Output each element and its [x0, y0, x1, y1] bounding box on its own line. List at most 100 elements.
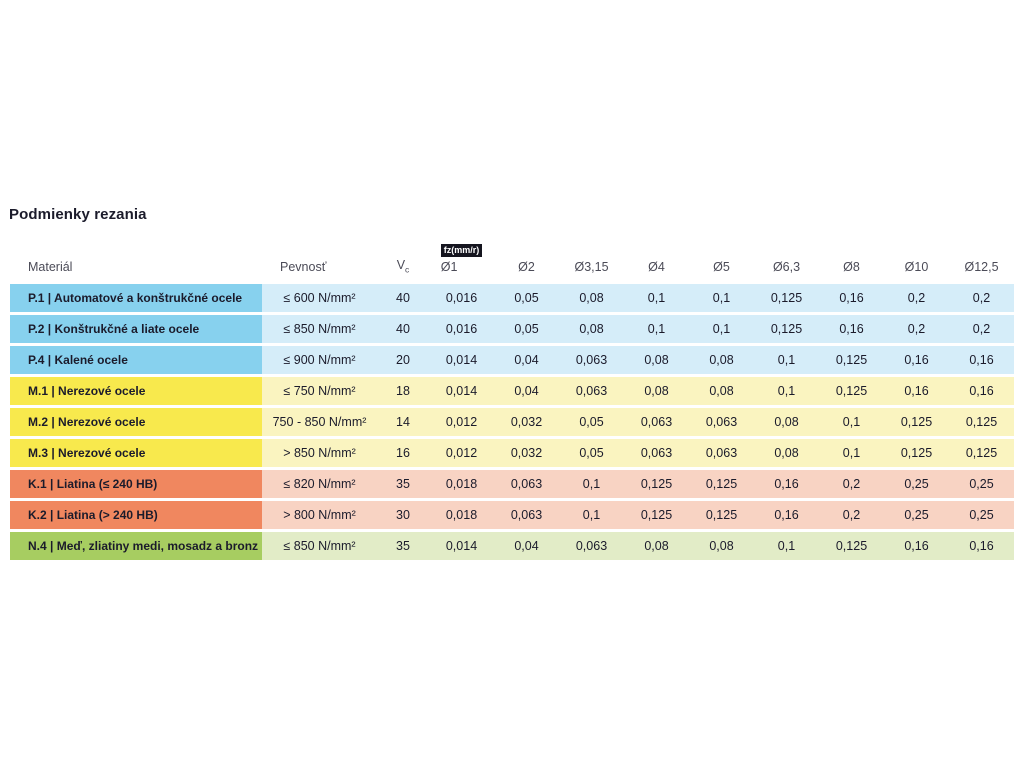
table-body: P.1 | Automatové a konštrukčné ocele ≤ 60… [10, 284, 1014, 560]
fz-cell-d2: 0,05 [494, 315, 559, 343]
material-cell: K.2 | Liatina (> 240 HB) [10, 501, 262, 529]
fz-cell-d3-15: 0,08 [559, 315, 624, 343]
material-cell: P.2 | Konštrukčné a liate ocele [10, 315, 262, 343]
header-diameter-3-15: Ø3,15 [574, 260, 609, 274]
fz-cell-d8: 0,2 [819, 501, 884, 529]
fz-cell-d4: 0,1 [624, 315, 689, 343]
vc-cell: 40 [377, 315, 429, 343]
strength-cell: ≤ 600 N/mm² [262, 284, 377, 312]
fz-cell-d12-5: 0,125 [949, 408, 1014, 436]
header-diameter-1: fz(mm/r) Ø1 [429, 234, 494, 281]
vc-cell: 35 [377, 532, 429, 560]
fz-cell-d2: 0,032 [494, 408, 559, 436]
fz-cell-d1: 0,014 [429, 532, 494, 560]
fz-cell-d8: 0,16 [819, 315, 884, 343]
fz-cell-d4: 0,1 [624, 284, 689, 312]
fz-cell-d8: 0,16 [819, 284, 884, 312]
header-diameter-2: Ø2 [518, 260, 535, 274]
strength-cell: ≤ 820 N/mm² [262, 470, 377, 498]
fz-cell-d3-15: 0,063 [559, 377, 624, 405]
header-material-label: Materiál [28, 260, 73, 274]
fz-cell-d2: 0,063 [494, 470, 559, 498]
cutting-conditions-table: Materiál Pevnosť Vc fz(mm/r) Ø1 Ø2 Ø3,15 Ø4 Ø… [10, 231, 1014, 563]
fz-cell-d6-3: 0,125 [754, 315, 819, 343]
header-diameter-10: Ø10 [904, 260, 929, 274]
fz-cell-d8: 0,1 [819, 408, 884, 436]
fz-cell-d6-3: 0,08 [754, 439, 819, 467]
header-diameter-label: Ø1 [440, 260, 458, 274]
vc-cell: 14 [377, 408, 429, 436]
fz-cell-d1: 0,014 [429, 346, 494, 374]
header-material: Materiál [10, 234, 262, 281]
fz-cell-d10: 0,25 [884, 470, 949, 498]
fz-cell-d2: 0,063 [494, 501, 559, 529]
fz-cell-d8: 0,125 [819, 532, 884, 560]
fz-cell-d3-15: 0,1 [559, 470, 624, 498]
header-diameter-8: Ø8 [843, 260, 860, 274]
fz-cell-d4: 0,08 [624, 346, 689, 374]
material-cell: M.3 | Nerezové ocele [10, 439, 262, 467]
fz-cell-d5: 0,063 [689, 408, 754, 436]
fz-cell-d4: 0,125 [624, 501, 689, 529]
vc-cell: 18 [377, 377, 429, 405]
strength-cell: ≤ 850 N/mm² [262, 532, 377, 560]
fz-cell-d8: 0,125 [819, 346, 884, 374]
table-header-row: Materiál Pevnosť Vc fz(mm/r) Ø1 Ø2 Ø3,15 Ø4 Ø… [10, 234, 1014, 281]
material-cell: P.4 | Kalené ocele [10, 346, 262, 374]
header-strength-label: Pevnosť [280, 260, 327, 274]
fz-cell-d12-5: 0,2 [949, 315, 1014, 343]
header-diameter-4: Ø4 [648, 260, 665, 274]
fz-cell-d10: 0,125 [884, 439, 949, 467]
material-cell: M.2 | Nerezové ocele [10, 408, 262, 436]
table-row: N.4 | Meď, zliatiny medi, mosadz a bronz… [10, 532, 1014, 560]
table-row: M.3 | Nerezové ocele > 850 N/mm² 16 0,012 0,… [10, 439, 1014, 467]
strength-cell: ≤ 850 N/mm² [262, 315, 377, 343]
fz-cell-d8: 0,1 [819, 439, 884, 467]
material-cell: P.1 | Automatové a konštrukčné ocele [10, 284, 262, 312]
fz-cell-d3-15: 0,063 [559, 346, 624, 374]
fz-unit-badge: fz(mm/r) [440, 244, 483, 257]
fz-cell-d4: 0,063 [624, 408, 689, 436]
fz-cell-d2: 0,04 [494, 377, 559, 405]
fz-cell-d10: 0,25 [884, 501, 949, 529]
material-cell: N.4 | Meď, zliatiny medi, mosadz a bronz [10, 532, 262, 560]
fz-cell-d3-15: 0,08 [559, 284, 624, 312]
fz-cell-d6-3: 0,125 [754, 284, 819, 312]
fz-cell-d3-15: 0,063 [559, 532, 624, 560]
fz-cell-d1: 0,018 [429, 501, 494, 529]
fz-cell-d10: 0,16 [884, 377, 949, 405]
fz-cell-d10: 0,16 [884, 346, 949, 374]
table-row: P.4 | Kalené ocele ≤ 900 N/mm² 20 0,014 0,04… [10, 346, 1014, 374]
vc-cell: 40 [377, 284, 429, 312]
fz-cell-d5: 0,125 [689, 501, 754, 529]
fz-cell-d4: 0,063 [624, 439, 689, 467]
fz-cell-d12-5: 0,25 [949, 470, 1014, 498]
table-row: P.2 | Konštrukčné a liate ocele ≤ 850 N/m… [10, 315, 1014, 343]
fz-cell-d6-3: 0,16 [754, 501, 819, 529]
fz-cell-d1: 0,018 [429, 470, 494, 498]
fz-cell-d6-3: 0,1 [754, 377, 819, 405]
fz-cell-d12-5: 0,16 [949, 346, 1014, 374]
strength-cell: ≤ 900 N/mm² [262, 346, 377, 374]
fz-cell-d2: 0,032 [494, 439, 559, 467]
header-vc-subscript: c [405, 264, 410, 274]
fz-cell-d6-3: 0,1 [754, 346, 819, 374]
table-row: K.2 | Liatina (> 240 HB) > 800 N/mm² 30 0,0… [10, 501, 1014, 529]
fz-cell-d12-5: 0,125 [949, 439, 1014, 467]
header-diameter-5: Ø5 [713, 260, 730, 274]
fz-cell-d1: 0,016 [429, 315, 494, 343]
header-strength: Pevnosť [262, 234, 377, 281]
header-vc: Vc [377, 234, 429, 281]
fz-cell-d5: 0,08 [689, 346, 754, 374]
table-row: M.2 | Nerezové ocele 750 - 850 N/mm² 14 0,0… [10, 408, 1014, 436]
fz-cell-d1: 0,014 [429, 377, 494, 405]
fz-cell-d10: 0,2 [884, 284, 949, 312]
table-row: P.1 | Automatové a konštrukčné ocele ≤ 60… [10, 284, 1014, 312]
fz-cell-d5: 0,08 [689, 377, 754, 405]
fz-cell-d12-5: 0,16 [949, 377, 1014, 405]
fz-cell-d6-3: 0,1 [754, 532, 819, 560]
fz-cell-d10: 0,16 [884, 532, 949, 560]
fz-cell-d8: 0,2 [819, 470, 884, 498]
fz-cell-d5: 0,125 [689, 470, 754, 498]
